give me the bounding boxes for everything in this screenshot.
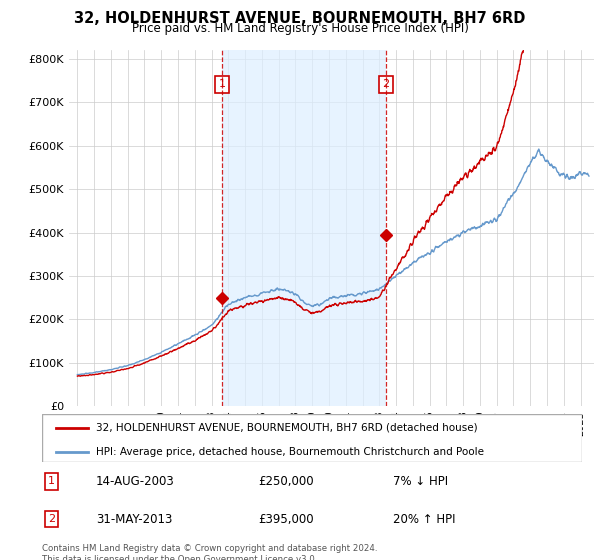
Text: Contains HM Land Registry data © Crown copyright and database right 2024.
This d: Contains HM Land Registry data © Crown c… (42, 544, 377, 560)
Text: 14-AUG-2003: 14-AUG-2003 (96, 475, 175, 488)
Text: 32, HOLDENHURST AVENUE, BOURNEMOUTH, BH7 6RD (detached house): 32, HOLDENHURST AVENUE, BOURNEMOUTH, BH7… (96, 423, 478, 433)
Text: 1: 1 (48, 477, 55, 487)
Text: £250,000: £250,000 (258, 475, 314, 488)
Text: 2: 2 (383, 79, 390, 89)
Text: HPI: Average price, detached house, Bournemouth Christchurch and Poole: HPI: Average price, detached house, Bour… (96, 446, 484, 456)
Text: 7% ↓ HPI: 7% ↓ HPI (393, 475, 448, 488)
Text: £395,000: £395,000 (258, 513, 314, 526)
Text: 1: 1 (218, 79, 226, 89)
FancyBboxPatch shape (42, 414, 582, 462)
Text: Price paid vs. HM Land Registry's House Price Index (HPI): Price paid vs. HM Land Registry's House … (131, 22, 469, 35)
Text: 20% ↑ HPI: 20% ↑ HPI (393, 513, 455, 526)
Bar (222, 50, 386, 406)
Text: 2: 2 (48, 514, 55, 524)
Text: 32, HOLDENHURST AVENUE, BOURNEMOUTH, BH7 6RD: 32, HOLDENHURST AVENUE, BOURNEMOUTH, BH7… (74, 11, 526, 26)
Text: 31-MAY-2013: 31-MAY-2013 (96, 513, 172, 526)
